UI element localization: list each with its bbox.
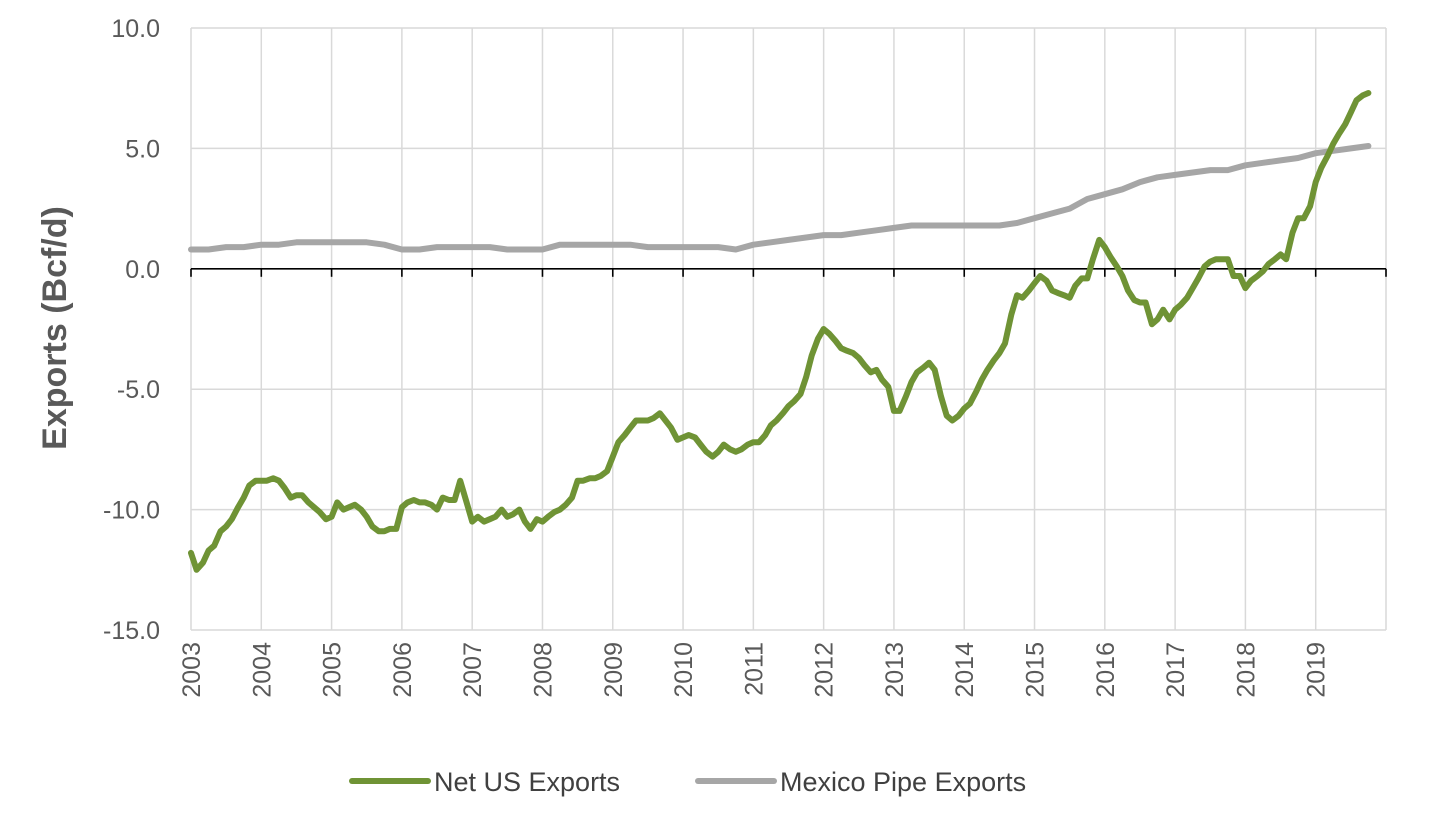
legend-label-mexico-pipe-exports: Mexico Pipe Exports bbox=[780, 767, 1026, 797]
x-tick-labels: 2003 2004 2005 2006 2007 2008 2009 2010 2011 2012… bbox=[178, 642, 1331, 698]
y-tick-label: 0.0 bbox=[125, 256, 160, 284]
x-tick-label: 2010 bbox=[670, 642, 698, 698]
x-tick-label: 2005 bbox=[319, 642, 347, 698]
y-tick-label: -15.0 bbox=[103, 617, 160, 645]
x-tick-label: 2018 bbox=[1232, 642, 1260, 698]
x-tick-label: 2016 bbox=[1092, 642, 1120, 698]
y-tick-label: 5.0 bbox=[125, 135, 160, 163]
zero-axis-line bbox=[190, 267, 1387, 277]
y-tick-label: -10.0 bbox=[103, 497, 160, 525]
y-axis-label: Exports (Bcf/d) bbox=[36, 206, 74, 450]
series-line-mexico-pipe-exports bbox=[188, 143, 1372, 253]
x-tick-label: 2014 bbox=[951, 642, 979, 698]
grid-lines bbox=[190, 27, 1387, 631]
series-line-net-us-exports bbox=[188, 90, 1372, 573]
x-tick-label: 2015 bbox=[1022, 642, 1050, 698]
y-tick-label: -5.0 bbox=[117, 376, 160, 404]
x-tick-label: 2004 bbox=[248, 642, 276, 698]
x-tick-label: 2006 bbox=[389, 642, 417, 698]
series-layer bbox=[188, 90, 1372, 573]
x-tick-label: 2009 bbox=[600, 642, 628, 698]
x-tick-label: 2007 bbox=[459, 642, 487, 698]
y-tick-label: 10.0 bbox=[111, 15, 160, 43]
x-tick-label: 2013 bbox=[881, 642, 909, 698]
x-tick-label: 2017 bbox=[1162, 642, 1190, 698]
y-tick-labels: 10.0 5.0 0.0 -5.0 -10.0 -15.0 bbox=[103, 15, 160, 645]
x-tick-label: 2008 bbox=[530, 642, 558, 698]
x-tick-label: 2003 bbox=[178, 642, 206, 698]
legend: Net US Exports Mexico Pipe Exports bbox=[349, 767, 1026, 797]
x-tick-label: 2019 bbox=[1303, 642, 1331, 698]
x-tick-label: 2012 bbox=[811, 642, 839, 698]
legend-label-net-us-exports: Net US Exports bbox=[434, 767, 620, 797]
x-tick-label: 2011 bbox=[740, 642, 768, 696]
